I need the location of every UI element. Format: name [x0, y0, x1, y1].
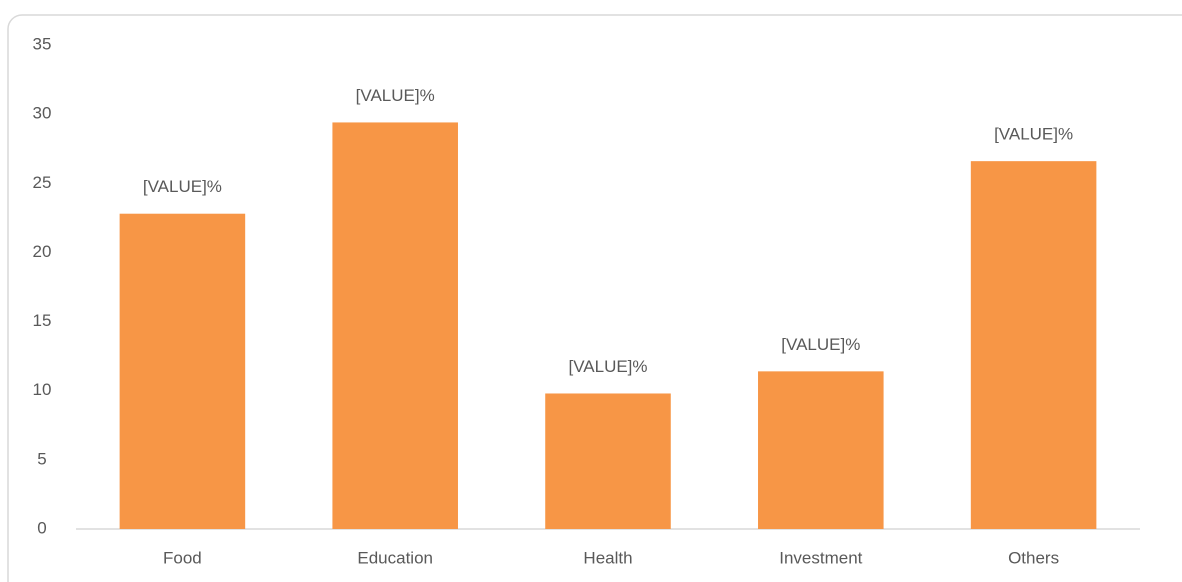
- x-tick-label: Education: [357, 548, 433, 567]
- x-tick-label: Investment: [779, 548, 862, 567]
- y-tick-label: 0: [37, 518, 46, 537]
- x-tick-label: Others: [1008, 548, 1059, 567]
- y-tick-label: 25: [33, 173, 52, 192]
- y-tick-label: 15: [33, 311, 52, 330]
- bar: [545, 393, 671, 529]
- bar: [119, 213, 246, 530]
- chart-frame: [7, 14, 1182, 582]
- bar: [758, 371, 884, 529]
- x-tick-label: Health: [583, 548, 632, 567]
- y-tick-label: 10: [33, 380, 52, 399]
- x-tick-label: Food: [163, 548, 202, 567]
- bar: [970, 161, 1097, 529]
- data-label: [VALUE]%: [781, 335, 860, 354]
- y-tick-label: 5: [37, 449, 46, 468]
- data-label: [VALUE]%: [994, 125, 1073, 144]
- data-label: [VALUE]%: [356, 86, 435, 105]
- y-tick-label: 35: [33, 34, 52, 53]
- bar: [332, 122, 458, 529]
- data-label: [VALUE]%: [568, 357, 647, 376]
- data-label: [VALUE]%: [143, 177, 222, 196]
- y-tick-label: 30: [33, 104, 52, 123]
- y-tick-label: 20: [33, 242, 52, 261]
